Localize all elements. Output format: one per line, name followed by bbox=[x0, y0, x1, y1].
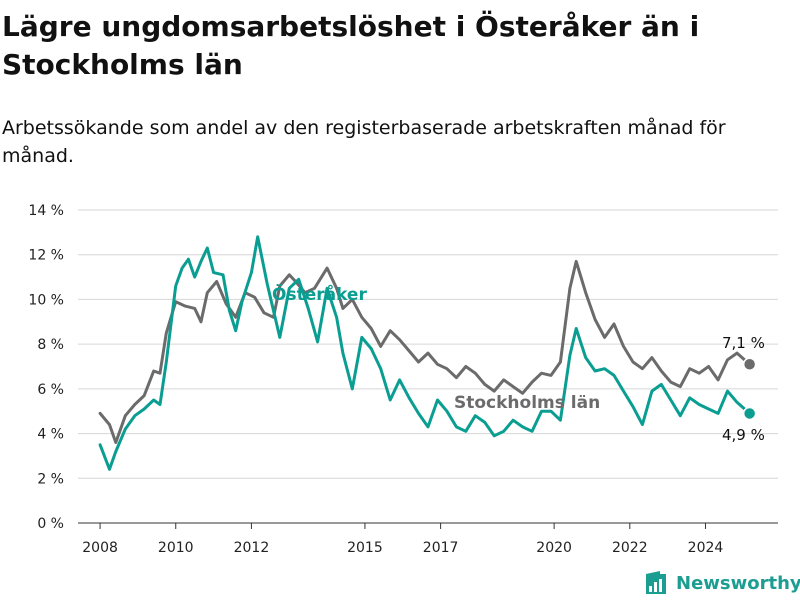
x-tick-label: 2024 bbox=[688, 540, 724, 556]
y-axis: 0 % 2 % 4 % 6 % 8 % 10 % 12 % 14 % bbox=[28, 203, 64, 532]
x-tick-label: 2015 bbox=[347, 540, 383, 556]
chart-title: Lägre ungdomsarbetslöshet i Österåker än… bbox=[2, 10, 700, 81]
x-tick-label: 2022 bbox=[612, 540, 648, 556]
series-label-stockholms-lan: Stockholms län bbox=[454, 393, 600, 413]
grid-lines bbox=[78, 209, 778, 524]
series-line-osteraker bbox=[98, 235, 752, 471]
newsworthy-brand: Newsworthy bbox=[644, 570, 800, 596]
end-point-osteraker bbox=[742, 406, 757, 421]
y-tick-label: 4 % bbox=[37, 427, 64, 443]
y-tick-label: 14 % bbox=[28, 203, 64, 219]
brand-name: Newsworthy bbox=[676, 572, 800, 594]
chart-subtitle: Arbetssökande som andel av den registerb… bbox=[2, 117, 726, 167]
y-tick-label: 10 % bbox=[28, 292, 64, 308]
y-tick-label: 2 % bbox=[37, 471, 64, 487]
end-label-osteraker: 4,9 % bbox=[722, 426, 765, 444]
x-tick-label: 2020 bbox=[536, 540, 572, 556]
y-tick-label: 6 % bbox=[37, 382, 64, 398]
end-point-stockholms-lan bbox=[742, 357, 757, 372]
x-tick-label: 2008 bbox=[82, 540, 118, 556]
y-tick-label: 0 % bbox=[37, 516, 64, 532]
x-axis: 2008 2010 2012 2015 2017 2020 2022 2024 bbox=[82, 523, 723, 556]
series-line-stockholms-lan bbox=[98, 259, 752, 444]
x-tick-label: 2012 bbox=[234, 540, 270, 556]
series-label-osteraker: Österåker bbox=[272, 283, 367, 305]
y-tick-label: 8 % bbox=[37, 337, 64, 353]
x-tick-label: 2017 bbox=[423, 540, 459, 556]
end-label-stockholms-lan: 7,1 % bbox=[722, 334, 765, 352]
newsworthy-logo-icon bbox=[646, 571, 666, 594]
series-lines bbox=[98, 235, 757, 471]
series-labels: Österåker Stockholms län 7,1 % 4,9 % bbox=[272, 283, 765, 444]
y-tick-label: 12 % bbox=[28, 248, 64, 264]
x-tick-label: 2010 bbox=[158, 540, 194, 556]
